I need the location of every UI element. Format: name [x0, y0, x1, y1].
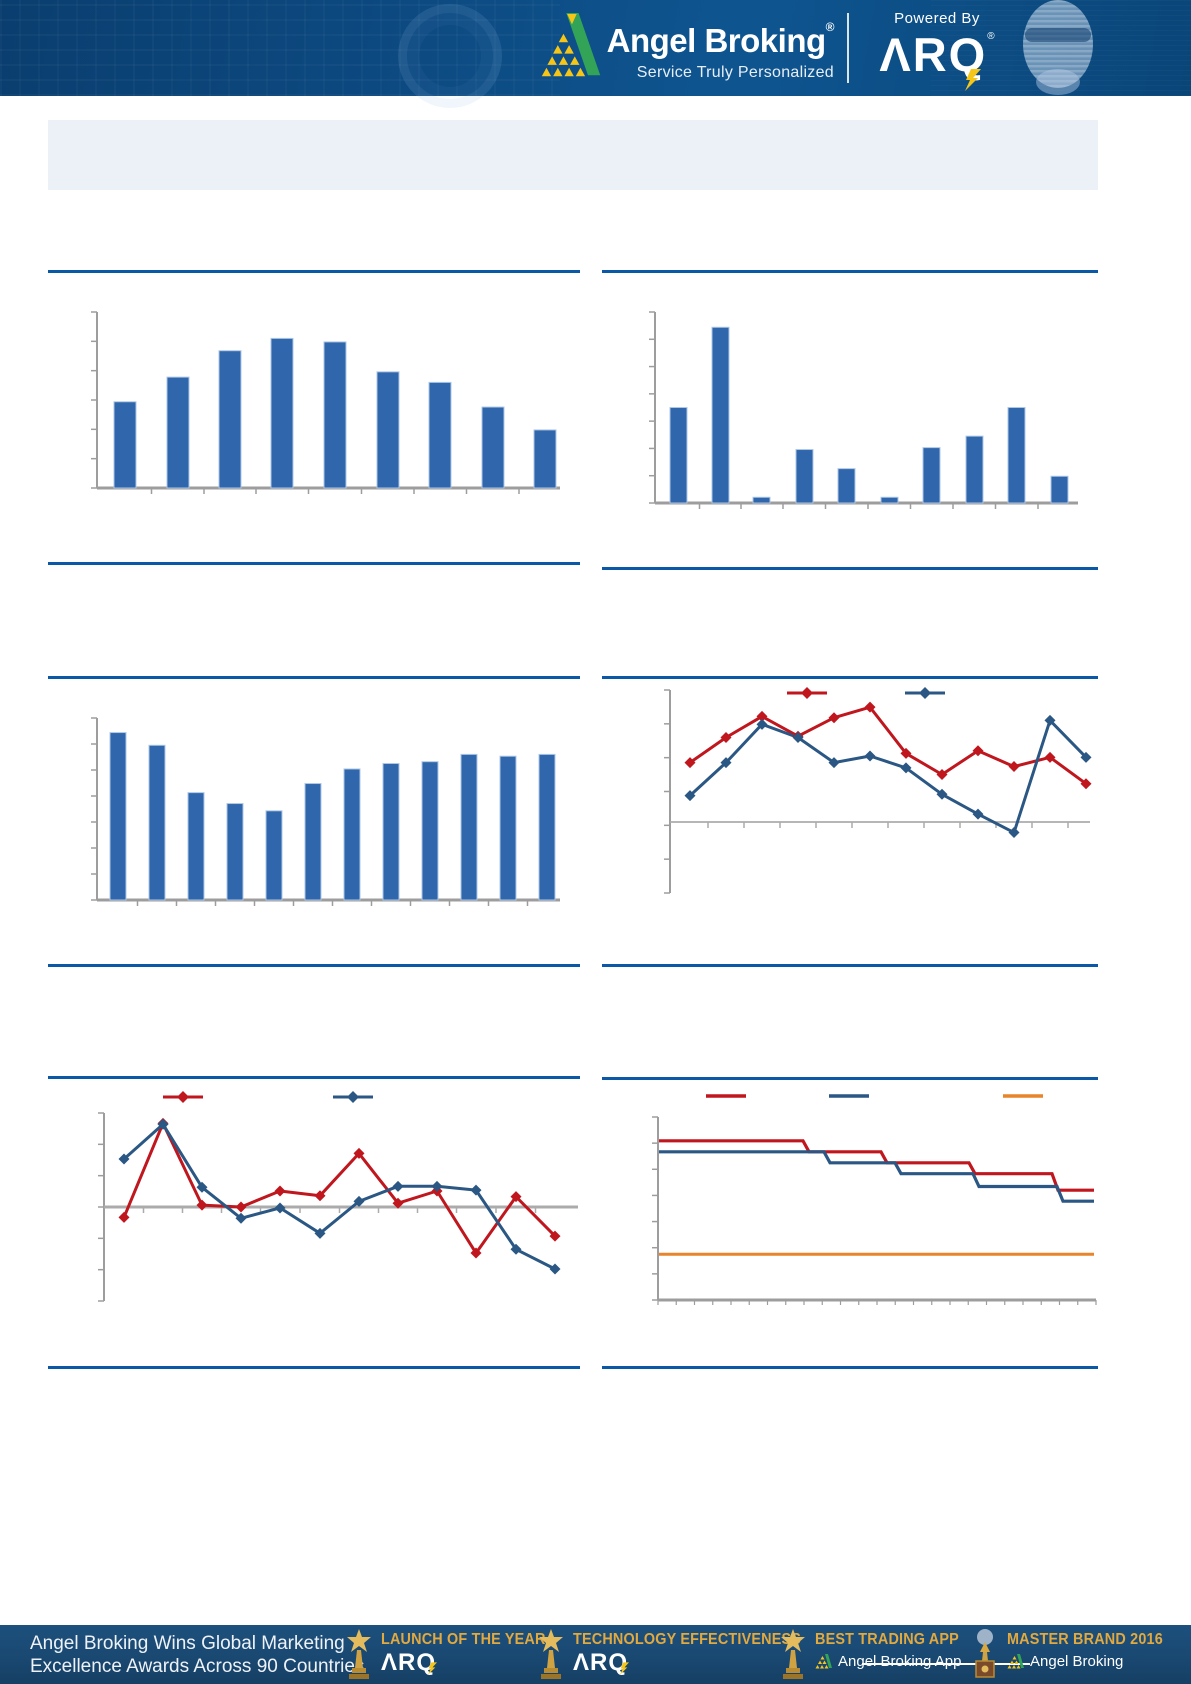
header-separator-line	[847, 13, 849, 83]
brand-name: Angel Broking®	[606, 20, 835, 59]
chart-mid-left	[91, 717, 560, 906]
section-rule-top-right-footer	[602, 567, 1098, 570]
award-master-brand-2016: MASTER BRAND 2016 Angel Broking	[972, 1628, 1180, 1681]
section-rule-top-left-footer	[48, 562, 580, 565]
award-title: MASTER BRAND 2016	[1007, 1631, 1163, 1648]
footer-divider-line	[862, 1663, 1030, 1665]
angel-triangle-icon	[1007, 1654, 1024, 1669]
section-rule-mid-right-header	[602, 676, 1098, 679]
section-rule-mid-left-header	[48, 676, 580, 679]
angel-triangle-icon	[815, 1654, 832, 1669]
footer-headline: Angel Broking Wins Global Marketing Exce…	[30, 1632, 364, 1678]
report-title-box	[48, 120, 1098, 190]
award-sub-angel: Angel Broking	[1007, 1653, 1180, 1670]
award-title: BEST TRADING APP	[815, 1631, 959, 1648]
section-rule-mid-left-footer	[48, 964, 580, 967]
award-technology-effectiveness: TECHNOLOGY EFFECTIVENESS ΛRQ	[538, 1628, 826, 1681]
award-title: TECHNOLOGY EFFECTIVENESS	[573, 1631, 802, 1648]
footer-headline-line2: Excellence Awards Across 90 Countries	[30, 1656, 365, 1677]
lightning-bolt-icon	[428, 1662, 438, 1675]
section-rule-top-right-header	[602, 270, 1098, 273]
award-best-trading-app: BEST TRADING APP Angel Broking App	[780, 1628, 975, 1681]
arq-logo: ΛRQ	[879, 28, 988, 81]
robot-face-art	[1023, 0, 1093, 95]
award-title: LAUNCH OF THE YEAR	[381, 1631, 546, 1648]
chart-top-right	[649, 311, 1078, 509]
angel-broking-logo-icon	[541, 13, 601, 77]
arq-logo-block: Powered By ΛRQ®	[862, 10, 1012, 91]
section-rule-mid-right-footer	[602, 964, 1098, 967]
award-launch-of-the-year: LAUNCH OF THE YEAR ΛRQ	[346, 1628, 564, 1681]
footer-headline-line1: Angel Broking Wins Global Marketing	[30, 1633, 345, 1654]
brand-block: Angel Broking® Service Truly Personalize…	[607, 20, 835, 82]
section-rule-top-left-header	[48, 270, 580, 273]
trophy-star-icon	[539, 1629, 563, 1679]
award-sub-angel-app: Angel Broking App	[815, 1653, 975, 1670]
section-rule-bottom-left-footer	[48, 1366, 580, 1369]
award-sub-arq-logo: ΛRQ	[381, 1649, 438, 1676]
chart-mid-right	[664, 687, 1092, 894]
lightning-bolt-icon	[965, 69, 981, 91]
section-rule-bottom-left-header	[48, 1076, 580, 1079]
trophy-globe-icon	[975, 1629, 995, 1678]
section-rule-bottom-right-footer	[602, 1366, 1098, 1369]
powered-by-label: Powered By	[894, 10, 980, 27]
lightning-bolt-icon	[620, 1662, 630, 1675]
footer-banner: Angel Broking Wins Global Marketing Exce…	[0, 1625, 1191, 1684]
header-banner: Angel Broking® Service Truly Personalize…	[0, 0, 1191, 108]
chart-bottom-left	[98, 1091, 578, 1302]
chart-bottom-right	[652, 1094, 1097, 1305]
trophy-star-icon	[781, 1629, 805, 1679]
arq-registered-mark: ®	[987, 31, 995, 42]
chart-top-left	[91, 311, 560, 494]
trophy-star-icon	[347, 1629, 371, 1679]
registered-mark: ®	[825, 20, 835, 34]
brand-tagline: Service Truly Personalized	[636, 64, 834, 81]
award-sub-arq-logo: ΛRQ	[573, 1649, 630, 1676]
header-rings-decoration	[398, 4, 502, 108]
section-rule-bottom-right-header	[602, 1077, 1098, 1080]
